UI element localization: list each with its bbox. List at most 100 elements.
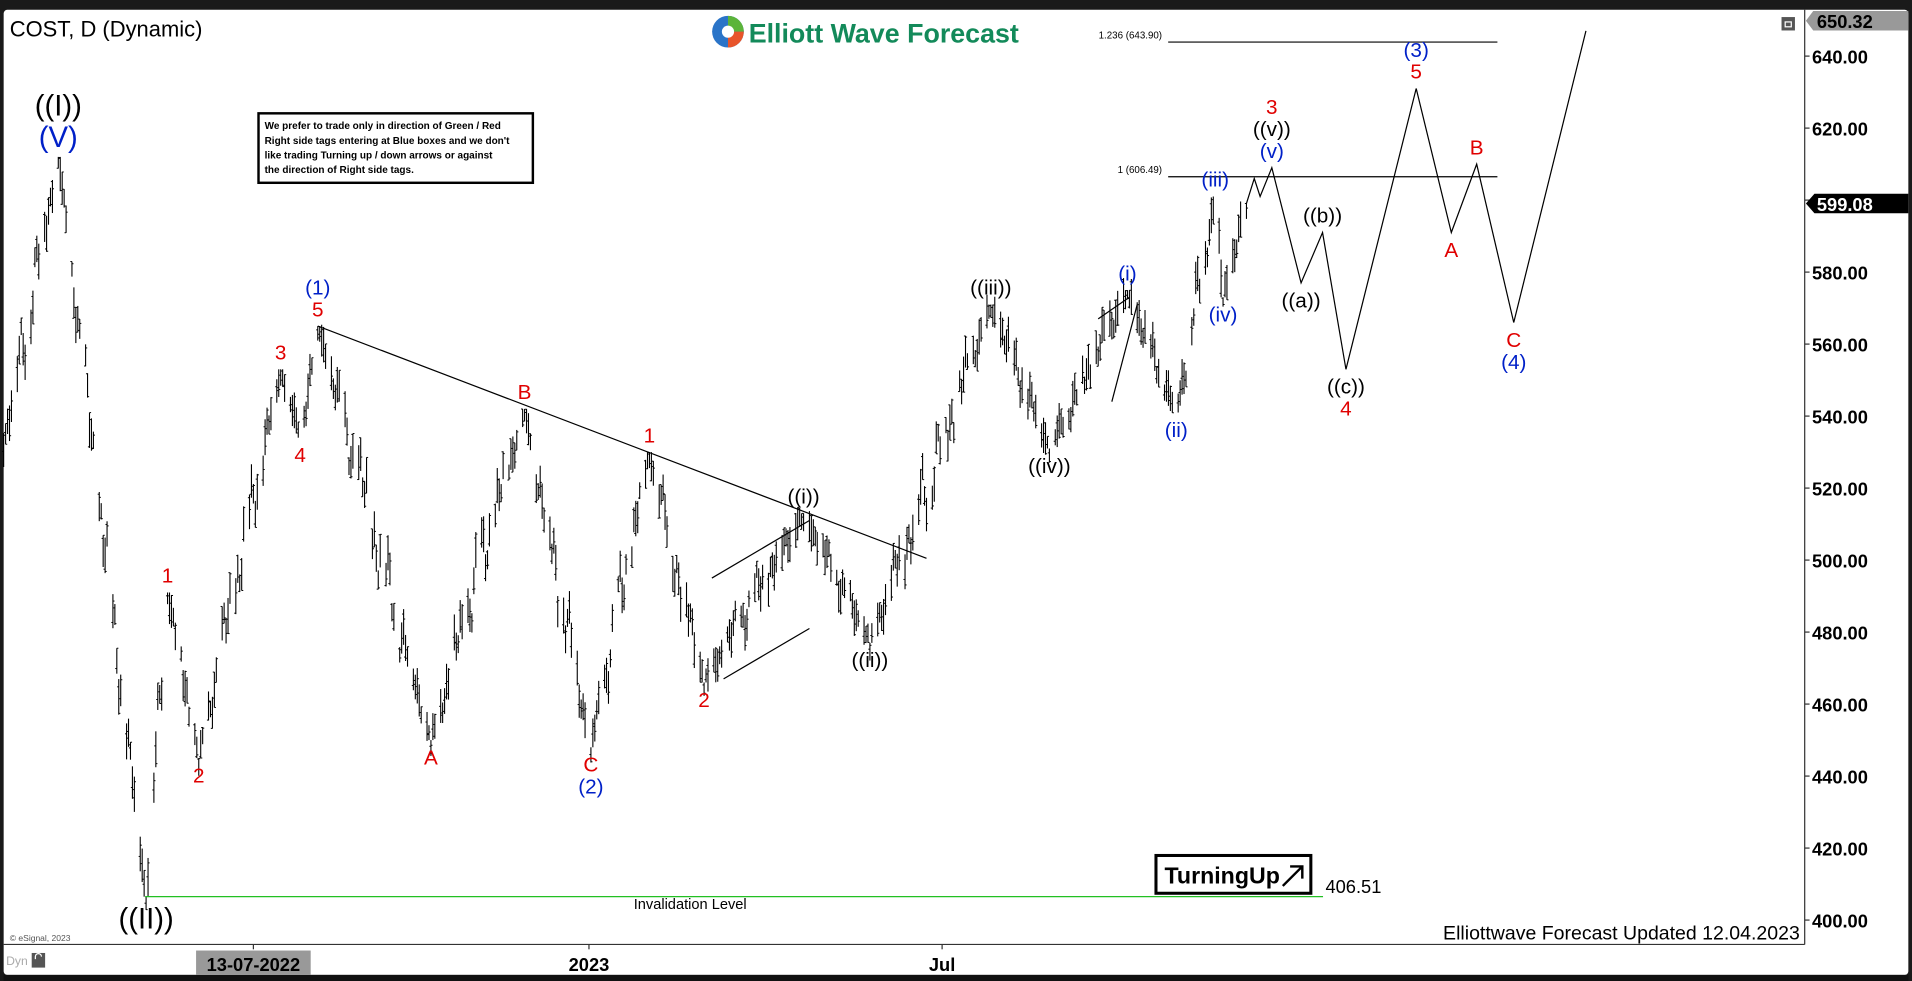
price-bar: [1139, 318, 1143, 345]
price-bar: [1112, 319, 1116, 339]
wave-label: (V): [39, 122, 78, 154]
wave-label: B: [1470, 136, 1484, 159]
price-bar: [903, 554, 907, 590]
price-bar: [649, 452, 653, 482]
price-bar: [700, 659, 704, 683]
price-bar: [618, 550, 622, 582]
price-bar: [37, 243, 41, 280]
price-bar: [1071, 380, 1075, 417]
price-bar: [376, 570, 380, 590]
price-bar: [171, 607, 175, 627]
price-bar: [905, 526, 909, 560]
trendline: [1097, 296, 1130, 320]
price-bar: [909, 537, 913, 565]
price-bar: [538, 465, 542, 498]
price-bar: [663, 493, 667, 530]
price-bar: [263, 419, 267, 456]
price-bar: [657, 484, 661, 519]
price-bar: [364, 456, 369, 494]
price-bar: [924, 497, 929, 532]
wave-label: C: [1506, 329, 1521, 352]
price-bar: [64, 205, 68, 234]
price-bar: [550, 543, 554, 565]
price-bar: [466, 588, 470, 624]
price-bar: [1045, 435, 1050, 449]
price-bar: [1026, 388, 1030, 420]
price-bar: [119, 674, 123, 707]
window-restore-icon[interactable]: [1781, 17, 1795, 31]
price-bar: [876, 602, 880, 637]
price-bar: [372, 511, 376, 548]
price-bar: [197, 758, 201, 776]
high-marker-value: 650.32: [1817, 11, 1873, 32]
price-bar: [1069, 406, 1073, 433]
price-bar: [1194, 261, 1198, 295]
wave-label: A: [424, 746, 438, 769]
lock-icon[interactable]: [31, 952, 46, 968]
price-bar: [236, 554, 240, 583]
fib-label: 1 (606.49): [1118, 165, 1162, 176]
price-bar: [747, 590, 751, 608]
wave-label: ((I)): [35, 90, 82, 122]
price-bar: [579, 699, 583, 719]
price-bar: [1116, 290, 1120, 326]
updated-text: Elliottwave Forecast Updated 12.04.2023: [1443, 923, 1800, 945]
price-bar: [1032, 401, 1036, 422]
price-bar: [716, 649, 720, 682]
trendlines: [317, 296, 1138, 680]
price-bar: [214, 657, 218, 683]
price-bar: [446, 668, 451, 700]
price-bar: [827, 539, 831, 558]
price-bar: [930, 485, 934, 510]
price-bar: [665, 516, 669, 548]
price-bar: [304, 401, 308, 427]
price-bar: [809, 515, 813, 552]
price-bar: [84, 344, 88, 367]
price-bar: [1153, 338, 1157, 371]
price-bar: [993, 296, 997, 328]
price-bar: [29, 309, 33, 345]
price-bar: [195, 736, 199, 759]
price-bar: [1237, 214, 1241, 243]
price-tick-label: 580.00: [1812, 262, 1868, 283]
price-bar: [675, 554, 679, 574]
price-bar: [283, 374, 287, 402]
price-tick-label: 540.00: [1812, 406, 1868, 427]
price-bar: [608, 649, 613, 668]
price-bar: [577, 684, 581, 718]
price-bar: [2, 432, 6, 467]
price-bar: [158, 684, 162, 704]
price-bar: [281, 369, 285, 388]
price-bar: [154, 731, 158, 768]
price-bar: [807, 511, 812, 543]
price-bar: [1162, 384, 1167, 401]
price-tick-label: 500.00: [1812, 550, 1868, 571]
price-bar: [1016, 367, 1020, 387]
price-bar: [825, 535, 829, 569]
price-bar: [142, 869, 146, 897]
price-bar: [113, 604, 117, 625]
price-bar: [130, 766, 135, 799]
price-bar: [881, 598, 886, 635]
turning-up-text: TurningUp: [1165, 863, 1280, 889]
price-bar: [1034, 394, 1038, 429]
price-bar: [183, 670, 187, 707]
price-bar: [443, 688, 447, 714]
price-bar: [302, 405, 306, 428]
price-bar: [128, 741, 133, 760]
time-tick-label: 13-07-2022: [207, 954, 300, 975]
price-bar: [187, 706, 191, 727]
price-bar: [1182, 362, 1186, 395]
price-bar: [247, 494, 252, 530]
price-tick-label: 440.00: [1812, 766, 1868, 787]
price-bar: [185, 677, 189, 704]
price-bar: [7, 405, 12, 442]
price-bar: [731, 610, 735, 637]
price-bar: [911, 514, 915, 551]
price-bar: [1135, 302, 1139, 334]
price-bar: [1094, 330, 1098, 365]
price-bar: [1043, 422, 1048, 455]
price-bar: [411, 668, 415, 691]
price-bar: [979, 317, 983, 342]
